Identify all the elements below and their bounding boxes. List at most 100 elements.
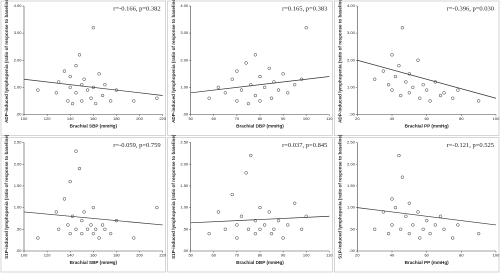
data-point — [91, 26, 95, 30]
x-tick-label: 140 — [67, 116, 74, 121]
x-axis-label: Brachial SBP (mmHg) — [70, 260, 118, 265]
x-axis-label: Brachial PP (mmHg) — [405, 124, 450, 129]
data-point — [216, 85, 221, 90]
x-tick-label: 20 — [355, 116, 360, 121]
data-point — [276, 218, 281, 223]
x-tick-label: 100 — [493, 116, 500, 121]
data-point — [235, 99, 239, 103]
data-point — [249, 153, 253, 158]
data-point — [109, 231, 113, 236]
x-tick-label: 120 — [44, 253, 51, 258]
x-tick-label: 110 — [326, 253, 333, 258]
data-point — [91, 205, 95, 210]
data-point — [97, 236, 101, 240]
x-tick-label: 80 — [258, 116, 263, 121]
y-tick-label: 4.00 — [180, 3, 189, 8]
annotation: r=-0.396, p=0.030 — [447, 5, 494, 12]
panel: .00 .50 1.00 1.50 2.00 2.50 20 40 60 80 100 Brachia… — [334, 134, 500, 273]
data-point — [54, 91, 59, 95]
data-point — [258, 205, 262, 210]
data-point — [36, 88, 40, 92]
data-point — [262, 85, 267, 90]
annotation: r=-0.059, p=0.759 — [113, 142, 160, 149]
data-point — [407, 91, 411, 95]
data-point — [80, 231, 84, 236]
data-point — [74, 64, 78, 68]
x-tick-label: 160 — [90, 116, 97, 121]
y-tick-label: .00 — [349, 248, 355, 253]
data-point — [281, 72, 285, 76]
data-point — [57, 227, 61, 231]
panel-frame — [334, 0, 500, 136]
y-tick-label: 4.00 — [347, 3, 356, 8]
data-point — [77, 53, 82, 57]
panel-frame — [334, 137, 500, 273]
data-point — [456, 88, 460, 92]
data-point — [36, 236, 40, 240]
x-tick-label: 80 — [459, 253, 464, 258]
data-point — [393, 74, 398, 79]
data-point — [418, 236, 422, 240]
data-point — [246, 227, 251, 231]
data-point — [286, 223, 290, 227]
data-point — [456, 223, 460, 227]
data-point — [428, 231, 432, 236]
x-tick-label: 90 — [281, 116, 286, 121]
data-point — [97, 72, 101, 76]
data-point — [223, 227, 227, 231]
x-tick-label: 40 — [390, 116, 395, 121]
data-point — [93, 227, 98, 231]
data-point — [399, 227, 403, 231]
data-point — [299, 77, 304, 81]
x-tick-label: 60 — [424, 253, 429, 258]
data-point — [416, 210, 420, 214]
data-point — [416, 58, 420, 62]
data-point — [239, 214, 244, 218]
data-point — [235, 69, 239, 73]
data-point — [400, 26, 405, 30]
data-point — [442, 91, 446, 95]
data-point — [100, 93, 105, 98]
data-point — [258, 227, 262, 231]
data-point — [272, 227, 276, 231]
y-tick-label: 1.50 — [180, 183, 189, 188]
data-point — [235, 223, 239, 227]
data-point — [93, 102, 98, 106]
data-point — [407, 201, 411, 205]
x-tick-label: 160 — [90, 253, 97, 258]
y-tick-label: 3.00 — [180, 30, 189, 35]
data-point — [66, 223, 70, 227]
x-tick-label: 200 — [136, 253, 143, 258]
data-point — [89, 223, 93, 227]
y-tick-label: 1.50 — [14, 183, 23, 188]
data-point — [253, 93, 258, 98]
data-point — [267, 210, 271, 214]
panel: .00 1.00 2.00 3.00 4.00 50 60 70 80 90 100 110 Brach… — [167, 0, 333, 136]
data-point — [381, 69, 385, 73]
y-axis-label: S1P-induced lymphopenia (ratio of respon… — [171, 134, 176, 259]
data-point — [293, 201, 297, 205]
y-tick-label: 2.00 — [180, 57, 189, 62]
y-axis-label: ADP-induced lymphopenia (ratio of respon… — [171, 0, 176, 123]
y-tick-label: .00 — [349, 112, 355, 117]
data-point — [62, 197, 67, 201]
data-point — [80, 99, 84, 103]
data-point — [407, 231, 411, 236]
y-tick-label: .00 — [183, 248, 189, 253]
y-tick-label: 2.00 — [14, 161, 23, 166]
data-point — [451, 236, 455, 240]
data-point — [89, 96, 93, 100]
data-point — [66, 99, 70, 103]
x-tick-label: 220 — [159, 116, 166, 121]
data-point — [433, 223, 437, 227]
y-tick-label: .50 — [183, 226, 189, 231]
x-tick-label: 80 — [258, 253, 263, 258]
data-point — [82, 210, 86, 214]
fit-line — [23, 211, 163, 226]
data-point — [253, 218, 258, 223]
data-point — [477, 99, 481, 103]
data-point — [477, 231, 481, 236]
y-tick-label: 3.00 — [14, 30, 23, 35]
data-point — [77, 166, 82, 171]
